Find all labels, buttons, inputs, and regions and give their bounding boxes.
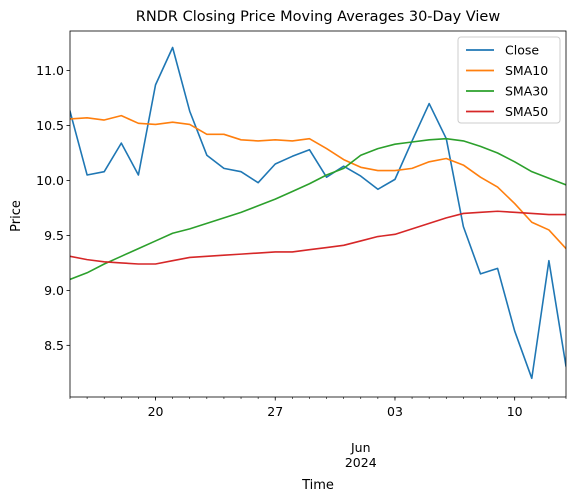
series-line-sma30 <box>70 137 566 281</box>
x-year-label: 2024 <box>345 455 377 470</box>
y-tick-label: 9.0 <box>44 283 64 298</box>
plot-area <box>70 46 566 380</box>
series-line-sma50 <box>70 210 566 265</box>
y-tick-label: 9.5 <box>44 228 64 243</box>
y-tick-label: 10.5 <box>36 118 64 133</box>
x-tick-label: 20 <box>148 404 164 419</box>
legend-label-sma50: SMA50 <box>505 104 548 119</box>
legend-label-sma10: SMA10 <box>505 63 548 78</box>
legend-label-sma30: SMA30 <box>505 84 548 99</box>
chart-title: RNDR Closing Price Moving Averages 30-Da… <box>136 9 501 25</box>
plot-frame <box>69 30 567 398</box>
x-tick-label: 27 <box>267 404 283 419</box>
legend-label-close: Close <box>505 43 539 58</box>
y-axis-title: Price <box>9 200 24 232</box>
x-month-label: Jun <box>350 440 371 455</box>
series-line-close <box>70 46 566 380</box>
legend-box <box>457 36 561 124</box>
y-tick-label: 11.0 <box>36 63 64 78</box>
x-axis-title: Time <box>301 478 334 493</box>
x-tick-label: 10 <box>507 404 523 419</box>
y-tick-label: 10.0 <box>36 173 64 188</box>
y-tick-label: 8.5 <box>44 338 64 353</box>
series-line-sma10 <box>70 114 566 250</box>
x-tick-label: 03 <box>387 404 403 419</box>
legend: Close SMA10 SMA30 SMA50 <box>457 36 561 124</box>
